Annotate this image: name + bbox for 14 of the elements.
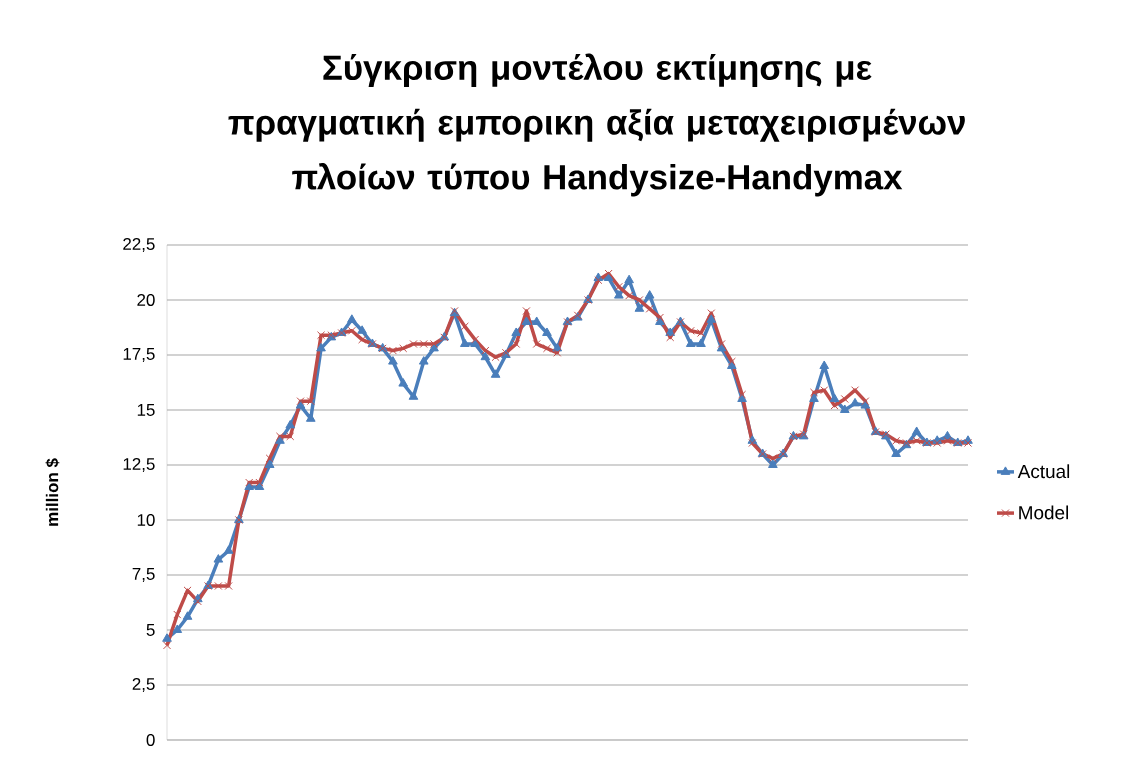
y-tick-label: 5 <box>146 624 155 636</box>
y-tick-label: 20 <box>137 293 155 306</box>
y-tick-label: 10 <box>137 513 155 526</box>
y-tick-label: 22,5 <box>123 237 155 252</box>
y-tick-label: 17,5 <box>123 348 155 362</box>
y-tick-label: 12,5 <box>123 457 155 472</box>
y-tick-label: 15 <box>137 404 155 416</box>
chart-title: Σύγκριση μοντέλου εκτίμησης με πραγματική εμπορικη αξία μεταχειρισμένων πλοίων τύπου Handysize-Handymax <box>228 53 965 197</box>
legend-label: Model <box>1019 505 1068 520</box>
y-tick-label: 2,5 <box>132 677 155 692</box>
y-tick-label: 0 <box>146 733 155 746</box>
y-tick-label: 7,5 <box>132 568 155 582</box>
legend-label: Actual <box>1017 464 1070 479</box>
y-axis-title: million $ <box>45 458 60 526</box>
